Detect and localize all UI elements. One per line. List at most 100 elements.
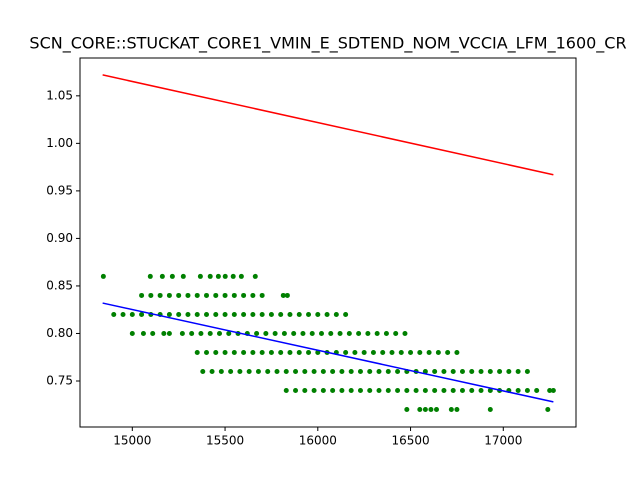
scatter-point [441,387,447,393]
scatter-point [272,330,278,336]
scatter-point [454,407,460,413]
scatter-point [343,311,349,317]
scatter-point [250,292,256,298]
scatter-point [204,311,210,317]
scatter-point [445,349,451,355]
scatter-point [129,311,135,317]
scatter-point [395,368,401,374]
x-tick-label: 15500 [206,434,244,448]
scatter-point [422,387,428,393]
scatter-point [337,330,343,336]
scatter-point [204,292,210,298]
scatter-point [339,387,345,393]
scatter-point [215,273,221,279]
scatter-point [383,330,389,336]
scatter-point [426,349,432,355]
scatter-point [435,349,441,355]
scatter-point [222,349,228,355]
scatter-point [319,330,325,336]
scatter-point [385,387,391,393]
scatter-point [404,387,410,393]
scatter-point [469,368,475,374]
scatter-point [328,330,334,336]
scatter-point [293,387,299,393]
scatter-point [428,407,434,413]
scatter-point [376,387,382,393]
scatter-point [213,311,219,317]
scatter-point [254,330,260,336]
scatter-point [311,368,317,374]
scatter-point [278,349,284,355]
scatter-point [231,292,237,298]
scatter-point [207,273,213,279]
scatter-point [448,407,454,413]
scatter-point [287,349,293,355]
scatter-point [398,349,404,355]
scatter-point [216,330,222,336]
scatter-point [380,349,386,355]
chart-title: SCN_CORE::STUCKAT_CORE1_VMIN_E_SDTEND_NO… [29,34,626,54]
scatter-point [231,311,237,317]
scatter-point [524,387,530,393]
scatter-point [222,292,228,298]
scatter-point [478,387,484,393]
scatter-point [166,330,172,336]
scatter-point [166,292,172,298]
scatter-point [311,387,317,393]
x-tick-label: 15000 [113,434,151,448]
scatter-point [365,330,371,336]
scatter-point [268,349,274,355]
scatter-point [487,407,493,413]
scatter-point [176,292,182,298]
scatter-point [255,368,261,374]
scatter-point [320,387,326,393]
scatter-point [422,368,428,374]
scatter-point [432,387,438,393]
scatter-point [265,368,271,374]
scatter-point [185,292,191,298]
x-tick-label: 16500 [391,434,429,448]
scatter-point [547,387,553,393]
scatter-point [343,349,349,355]
scatter-point [274,368,280,374]
scatter-point [352,349,358,355]
scatter-point [231,349,237,355]
scatter-point [487,387,493,393]
x-tick-label: 16000 [299,434,337,448]
scatter-point [159,273,165,279]
y-tick-label: 0.95 [46,183,73,197]
scatter-point [534,387,540,393]
scatter-point [237,368,243,374]
scatter-point [524,368,530,374]
scatter-point [246,368,252,374]
scatter-point [330,387,336,393]
scatter-point [148,292,154,298]
scatter-point [213,349,219,355]
scatter-point [280,292,286,298]
scatter-point [302,387,308,393]
scatter-point [550,387,556,393]
scatter-point [263,330,269,336]
scatter-point [209,368,215,374]
scatter-point [129,330,135,336]
y-tick-label: 1.00 [46,136,73,150]
scatter-point [180,273,186,279]
scatter-point [324,311,330,317]
scatter-point [230,273,236,279]
scatter-point [291,330,297,336]
scatter-point [194,311,200,317]
scatter-point [357,387,363,393]
scatter-point [385,368,391,374]
scatter-point [157,292,163,298]
scatter-point [185,311,191,317]
scatter-point [454,349,460,355]
scatter-point [241,349,247,355]
scatter-point [207,330,213,336]
scatter-point [300,330,306,336]
scatter-point [330,368,336,374]
scatter-point [402,330,408,336]
plot-frame [79,57,577,428]
scatter-point [515,368,521,374]
scatter-point [432,368,438,374]
